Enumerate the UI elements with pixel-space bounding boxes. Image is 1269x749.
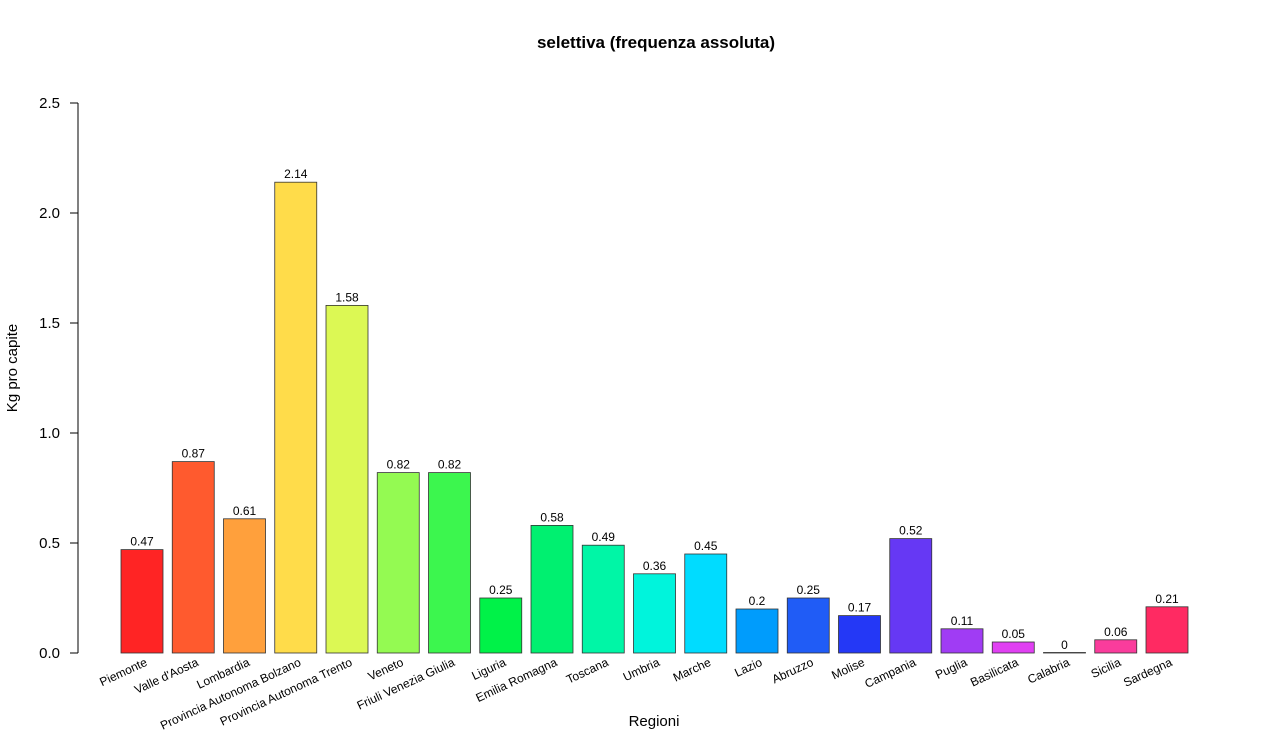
bar [838,615,881,654]
category-label: Friuli Venezia Giulia [355,655,457,713]
bar-value-label: 0.61 [233,504,257,518]
category-label: Marche [671,655,713,685]
category-label: Umbria [621,655,662,684]
bar-value-label: 0.06 [1104,625,1128,639]
bar [171,461,215,654]
category-label: Toscana [564,655,611,687]
category-label: Sicilia [1089,655,1124,681]
bar [735,608,779,654]
bar [120,549,164,654]
y-tick-label: 0.0 [39,645,60,662]
bar-value-label: 0.87 [182,447,206,461]
bar-value-label: 0.58 [540,510,564,524]
bar [581,544,625,654]
y-tick-label: 2.5 [39,95,60,112]
bar-value-label: 0.49 [592,530,616,544]
bar [1043,652,1086,654]
category-label: Basilicata [968,655,1021,690]
bars [120,181,1189,654]
x-axis-label: Regioni [629,713,680,730]
y-axis-label: Kg pro capite [4,324,21,412]
bar [633,573,676,654]
bar-value-label: 0.82 [438,458,462,472]
bar-value-label: 0.52 [899,524,923,538]
category-label: Molise [829,655,867,682]
category-label: Puglia [933,655,969,682]
bar-value-label: 0.17 [848,601,872,615]
bar [376,472,420,654]
bar-value-label: 0.36 [643,559,667,573]
bar-value-label: 0.21 [1155,592,1179,606]
bar [1094,639,1138,654]
y-ticks: 0.0 0.5 1.0 1.5 2.0 2.5 [39,95,78,662]
y-tick-label: 1.0 [39,425,60,442]
bar [991,641,1035,654]
bar-value-label: 0.25 [797,583,821,597]
bar [479,597,523,654]
category-label: Lazio [732,655,764,680]
y-tick-label: 2.0 [39,205,60,222]
y-tick-label: 1.5 [39,315,60,332]
bar-value-label: 0.45 [694,539,718,553]
bar-value-label: 1.58 [335,290,359,304]
bar [274,181,318,654]
bar [325,304,369,654]
bar-value-label: 0.25 [489,583,513,597]
category-label: Abruzzo [770,655,816,686]
bar [223,518,266,654]
bar-value-label: 2.14 [284,167,308,181]
bar [1145,606,1189,654]
bar-value-label: 0 [1061,638,1068,652]
bar [786,597,830,654]
y-tick-label: 0.5 [39,535,60,552]
bar [530,525,574,654]
bar [428,472,471,654]
data-labels: 0.47 0.87 0.61 2.14 1.58 0.82 0.82 0.25 0.58 0.49… [130,167,1179,652]
bar-value-label: 0.11 [951,614,974,628]
category-label: Campania [863,655,919,691]
category-label: Calabria [1025,655,1072,687]
bar-value-label: 0.82 [387,458,411,472]
bar-value-label: 0.47 [130,535,154,549]
bar [889,538,933,654]
category-label: Sardegna [1121,655,1174,690]
bar [940,628,984,654]
bar [684,553,728,654]
bar-value-label: 0.05 [1002,627,1026,641]
chart-title: selettiva (frequenza assoluta) [537,33,775,52]
bar-value-label: 0.2 [749,594,766,608]
